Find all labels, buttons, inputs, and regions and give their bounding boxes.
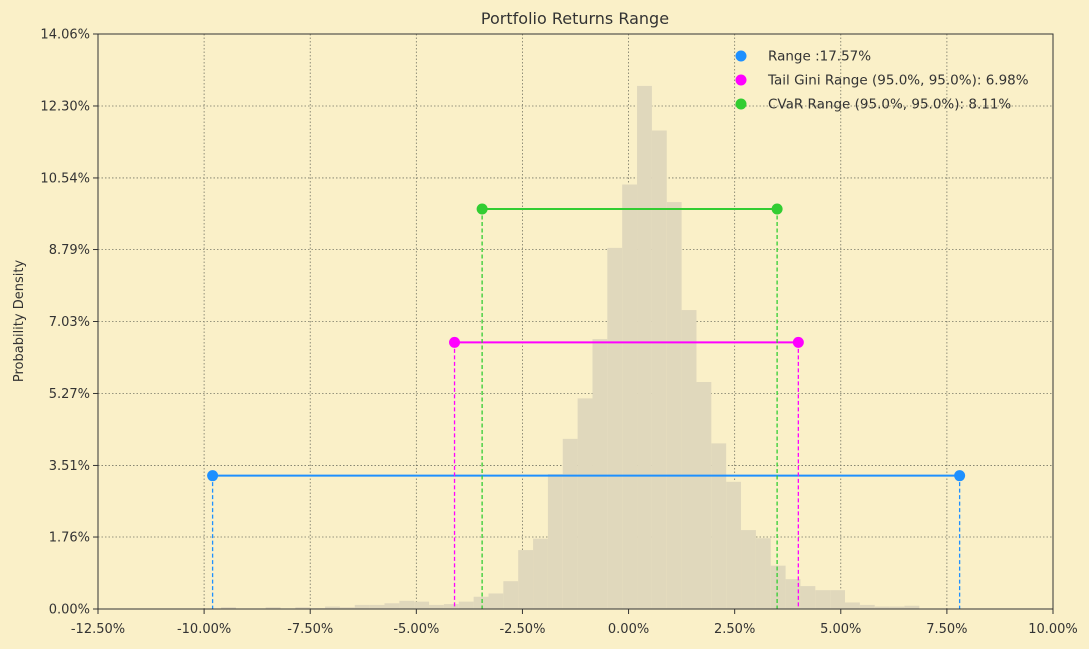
histogram-bar — [473, 596, 489, 609]
histogram-bar — [562, 438, 578, 609]
x-tick-label: 10.00% — [1028, 622, 1078, 637]
x-tick-label: 5.00% — [820, 622, 861, 637]
y-tick-label: 3.51% — [49, 459, 90, 474]
x-tick-label: -5.00% — [393, 622, 439, 637]
legend-marker — [735, 74, 747, 86]
histogram-bar — [770, 565, 786, 609]
histogram-bar — [414, 601, 430, 609]
y-tick-label: 7.03% — [49, 315, 90, 330]
x-tick-label: 7.50% — [926, 622, 967, 637]
histogram-bar — [339, 607, 355, 609]
range-point — [207, 470, 219, 482]
legend-marker — [735, 50, 747, 62]
y-tick-label: 1.76% — [49, 531, 90, 546]
histogram-bar — [755, 538, 771, 609]
histogram-bar — [577, 398, 593, 609]
histogram-bar — [369, 604, 385, 609]
histogram-bar — [874, 606, 890, 609]
histogram-bar — [547, 474, 563, 609]
y-tick-label: 8.79% — [49, 243, 90, 258]
histogram-bar — [518, 550, 534, 609]
histogram-bar — [651, 130, 667, 609]
histogram-bar — [726, 481, 742, 609]
histogram-bar — [458, 601, 474, 609]
y-axis-label: Probability Density — [12, 260, 27, 383]
x-tick-label: -12.50% — [71, 622, 125, 637]
histogram-bar — [443, 604, 459, 609]
y-axis-ticks: 0.00% 1.76% 3.51% 5.27% 7.03% 8.79% 10.54% 12.3… — [40, 28, 98, 618]
histogram-bar — [295, 607, 311, 609]
histogram-bars — [221, 85, 920, 610]
range-point — [476, 203, 488, 215]
range-point — [792, 336, 804, 348]
histogram-bar — [221, 607, 236, 609]
x-tick-label: -10.00% — [177, 622, 231, 637]
histogram-bar — [607, 247, 623, 610]
y-tick-label: 10.54% — [40, 171, 90, 186]
range-lines — [207, 203, 966, 609]
histogram-bar — [889, 606, 905, 609]
x-tick-label: 2.50% — [714, 622, 755, 637]
histogram-bar — [325, 606, 340, 609]
histogram-bar — [830, 590, 846, 609]
legend-marker — [735, 98, 747, 110]
histogram-bar — [859, 604, 875, 609]
legend: Range :17.57% Tail Gini Range (95.0%, 95.… — [735, 49, 1029, 113]
legend-label: Tail Gini Range (95.0%, 95.0%): 6.98% — [767, 73, 1029, 89]
range-point — [954, 470, 966, 482]
range-point — [771, 203, 783, 215]
histogram-bar — [592, 339, 608, 609]
y-tick-label: 12.30% — [40, 99, 90, 114]
histogram-bar — [696, 382, 712, 609]
histogram-bar — [354, 604, 370, 609]
histogram-bar — [265, 607, 281, 609]
histogram-bar — [815, 590, 831, 609]
chart-title: Portfolio Returns Range — [481, 9, 669, 28]
histogram-bar — [384, 603, 400, 609]
x-axis-ticks: -12.50% -10.00% -7.50% -5.00% -2.50% 0.00% 2.5… — [71, 609, 1078, 637]
histogram-bar — [904, 605, 920, 609]
histogram-bar — [503, 581, 519, 609]
histogram-bar — [681, 310, 697, 609]
y-tick-label: 5.27% — [49, 387, 90, 402]
histogram-bar — [622, 184, 638, 609]
x-tick-label: 0.00% — [608, 622, 649, 637]
histogram-bar — [741, 530, 756, 609]
histogram-bar — [399, 600, 415, 609]
x-tick-label: -7.50% — [287, 622, 333, 637]
legend-label: Range :17.57% — [768, 49, 871, 65]
range-point — [449, 336, 461, 348]
histogram-bar — [711, 443, 727, 609]
x-tick-label: -2.50% — [499, 622, 545, 637]
legend-label: CVaR Range (95.0%, 95.0%): 8.11% — [768, 97, 1011, 113]
histogram-bar — [488, 593, 504, 609]
histogram-bar — [785, 579, 801, 609]
histogram-bar — [533, 538, 548, 609]
histogram-bar — [637, 85, 652, 610]
y-tick-label: 0.00% — [49, 603, 90, 618]
histogram-bar — [800, 586, 816, 609]
histogram-bar — [429, 604, 444, 609]
y-tick-label: 14.06% — [40, 28, 90, 43]
histogram-bar — [666, 202, 682, 609]
histogram-bar — [845, 602, 860, 609]
